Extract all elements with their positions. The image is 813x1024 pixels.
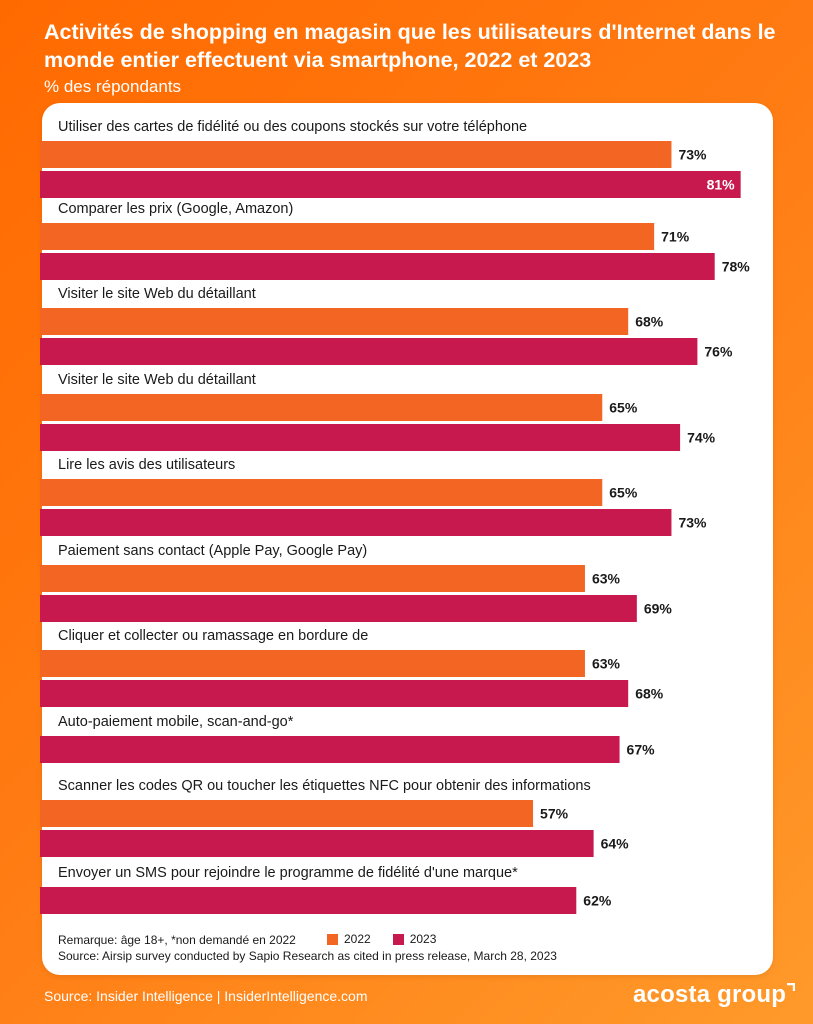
data-label-2023: 74%: [687, 430, 716, 446]
category-label: Visiter le site Web du détaillant: [58, 372, 256, 388]
data-label-2022: 68%: [635, 314, 664, 330]
logo-corner-icon: [787, 983, 795, 991]
data-label-2022: 71%: [661, 229, 690, 245]
bar-2022: [40, 141, 672, 168]
bar-2023: [40, 424, 681, 451]
bar-2023: [40, 830, 594, 857]
acosta-group-logo: acosta group: [633, 981, 787, 1008]
legend: 2022 2023: [327, 932, 436, 946]
data-label-2023: 62%: [583, 893, 612, 909]
legend-label-2022: 2022: [344, 932, 371, 946]
category-label: Visiter le site Web du détaillant: [58, 286, 256, 302]
bar-2023: [40, 338, 698, 365]
category-label: Comparer les prix (Google, Amazon): [58, 201, 294, 217]
legend-item-2022: 2022: [327, 932, 371, 946]
chart-card: 73% 81% 71% 78% 68% 76% 65% 74% 65% 73% 63% 69% 63% 6…: [40, 103, 773, 975]
chart-title: Activités de shopping en magasin que les…: [44, 20, 776, 72]
data-label-2022: 65%: [609, 400, 638, 416]
bar-2023: [40, 253, 715, 280]
category-label: Scanner les codes QR ou toucher les étiq…: [58, 778, 591, 794]
bar-2023: [40, 171, 741, 198]
data-label-2022: 73%: [678, 147, 707, 163]
category-label: Cliquer et collecter ou ramassage en bor…: [58, 628, 369, 644]
bar-2023: [40, 887, 577, 914]
survey-source-note: Source: Airsip survey conducted by Sapio…: [58, 949, 557, 963]
data-label-2022: 63%: [592, 571, 621, 587]
bar-2023: [40, 736, 620, 763]
bar-2022: [40, 479, 603, 506]
legend-label-2023: 2023: [409, 932, 437, 946]
data-label-2023: 76%: [704, 344, 733, 360]
category-label: Auto-paiement mobile, scan-and-go*: [58, 714, 294, 730]
legend-swatch-2023: [392, 933, 404, 945]
bar-2022: [40, 650, 585, 677]
footer-source: Source: Insider Intelligence | InsiderIn…: [44, 988, 368, 1004]
data-label-2023: 69%: [644, 601, 673, 617]
data-label-2023: 67%: [627, 742, 656, 758]
bar-2022: [40, 308, 629, 335]
chart-subtitle: % des répondants: [44, 77, 182, 96]
bar-2023: [40, 595, 637, 622]
category-label: Paiement sans contact (Apple Pay, Google…: [58, 543, 368, 559]
legend-swatch-2022: [327, 933, 338, 945]
bar-2023: [40, 509, 672, 536]
bar-2022: [40, 565, 585, 592]
chart-notes: Remarque: âge 18+, *non demandé en 2022 …: [58, 932, 557, 964]
data-label-2022: 65%: [609, 485, 638, 501]
data-label-2022: 57%: [540, 806, 569, 822]
category-label: Lire les avis des utilisateurs: [58, 457, 236, 473]
data-label-2023: 64%: [601, 836, 630, 852]
data-label-2023: 73%: [678, 515, 707, 531]
category-label: Utiliser des cartes de fidélité ou des c…: [58, 119, 528, 135]
data-label-2023: 81%: [707, 177, 736, 193]
bar-chart: 73%81%71%78%68%76%65%74%65%73%63%69%63%6…: [40, 141, 751, 914]
data-label-2022: 63%: [592, 656, 621, 672]
bar-2022: [40, 223, 655, 250]
bar-2023: [40, 680, 629, 707]
bar-2022: [40, 394, 603, 421]
bar-2022: [40, 800, 534, 827]
data-label-2023: 68%: [635, 686, 664, 702]
chart-area: 73% 81% 71% 78% 68% 76% 65% 74% 65% 73% 63% 69% 63% 6…: [40, 103, 773, 975]
remark-note: Remarque: âge 18+, *non demandé en 2022: [58, 933, 296, 947]
legend-item-2023: 2023: [392, 932, 437, 946]
data-label-2023: 78%: [722, 259, 751, 275]
category-label: Envoyer un SMS pour rejoindre le program…: [58, 865, 518, 881]
